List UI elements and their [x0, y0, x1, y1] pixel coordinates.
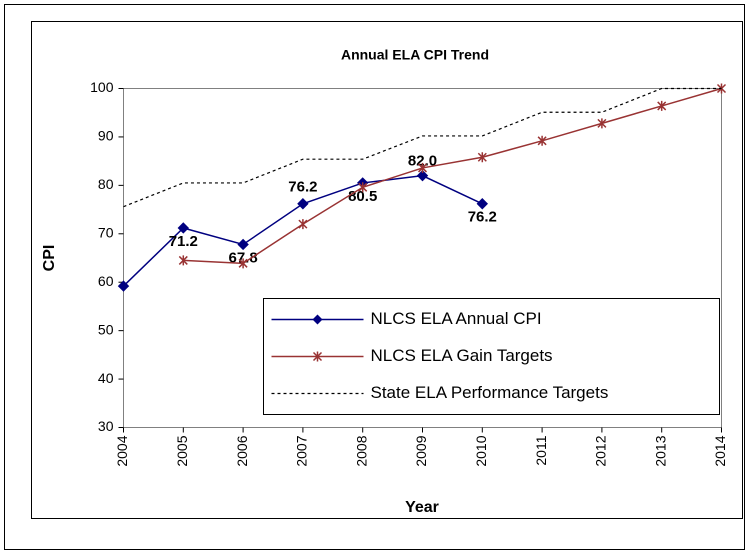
point: [238, 258, 248, 269]
y-tick-label: 90: [98, 128, 114, 144]
y-tick-label: 50: [98, 321, 114, 337]
point: [477, 152, 487, 163]
data-label: 67.8: [228, 249, 257, 266]
point: [417, 162, 428, 173]
legend-label: NLCS ELA Annual CPI: [371, 309, 542, 328]
data-label: 71.2: [169, 233, 198, 250]
legend-label: NLCS ELA Gain Targets: [371, 346, 553, 365]
y-tick-label: 70: [98, 224, 114, 240]
data-label: 76.2: [288, 179, 317, 196]
y-axis-label: CPI: [41, 245, 58, 272]
x-tick-label: 2006: [234, 435, 250, 466]
x-tick-label: 2007: [294, 435, 310, 466]
legend-marker: [312, 314, 323, 325]
x-tick-label: 2013: [652, 435, 668, 466]
x-tick-label: 2010: [473, 435, 489, 466]
point: [597, 118, 607, 129]
x-tick-label: 2014: [712, 435, 728, 466]
point: [237, 238, 249, 251]
data-label: 76.2: [468, 209, 497, 226]
y-tick-label: 30: [98, 418, 114, 434]
point: [416, 169, 429, 182]
x-tick-label: 2012: [593, 435, 609, 466]
point: [177, 222, 190, 234]
x-tick-label: 2011: [533, 435, 549, 465]
point: [178, 255, 188, 266]
x-tick-label: 2005: [174, 435, 190, 466]
point: [297, 198, 309, 210]
x-axis-label: Year: [405, 499, 439, 516]
y-tick-label: 80: [98, 176, 114, 192]
point: [476, 198, 489, 210]
y-tick-label: 60: [98, 273, 114, 289]
point: [657, 100, 667, 111]
chart-title: Annual ELA CPI Trend: [341, 47, 489, 63]
series-line: [183, 87, 722, 265]
data-label: 82.0: [408, 153, 437, 170]
x-tick-label: 2008: [353, 435, 369, 466]
point: [537, 135, 547, 146]
legend-marker: [312, 351, 323, 362]
series-line: [123, 87, 722, 208]
point: [117, 280, 130, 292]
y-tick-label: 40: [98, 370, 114, 386]
legend-label: State ELA Performance Targets: [371, 383, 609, 402]
x-tick-label: 2009: [413, 435, 429, 466]
x-tick-label: 2004: [114, 435, 130, 466]
point: [358, 182, 368, 193]
point: [298, 219, 308, 230]
y-tick-label: 100: [90, 79, 114, 95]
